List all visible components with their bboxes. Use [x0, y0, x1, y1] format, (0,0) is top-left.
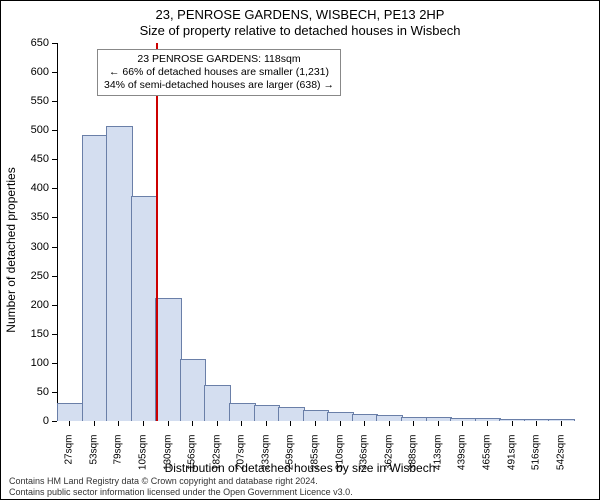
x-tick: [94, 421, 95, 426]
y-tick: [52, 72, 57, 73]
annotation-line3: 34% of semi-detached houses are larger (…: [104, 79, 334, 92]
footer-attribution: Contains HM Land Registry data © Crown c…: [9, 476, 353, 497]
y-axis-label: Number of detached properties: [4, 167, 18, 332]
y-tick-label: 300: [31, 241, 49, 253]
y-tick: [52, 101, 57, 102]
x-tick: [168, 421, 169, 426]
x-tick: [512, 421, 513, 426]
plot-area: 0501001502002503003504004505005506006502…: [57, 43, 573, 421]
annotation-line1: 23 PENROSE GARDENS: 118sqm: [104, 53, 334, 66]
y-tick: [52, 421, 57, 422]
y-axis-line: [57, 43, 58, 421]
y-tick-label: 550: [31, 95, 49, 107]
histogram-bar: [254, 405, 281, 421]
chart-title-1: 23, PENROSE GARDENS, WISBECH, PE13 2HP: [1, 7, 599, 22]
histogram-bar: [352, 414, 379, 421]
x-tick: [266, 421, 267, 426]
histogram-bar: [155, 298, 182, 421]
histogram-bar: [278, 407, 305, 421]
y-tick-label: 600: [31, 66, 49, 78]
marker-line: [156, 43, 158, 421]
histogram-bar: [450, 418, 477, 421]
x-tick: [143, 421, 144, 426]
x-tick: [462, 421, 463, 426]
x-tick: [413, 421, 414, 426]
x-tick: [290, 421, 291, 426]
x-tick: [315, 421, 316, 426]
histogram-bar: [82, 135, 109, 421]
y-tick-label: 0: [43, 415, 49, 427]
y-tick-label: 100: [31, 357, 49, 369]
x-tick: [217, 421, 218, 426]
y-tick: [52, 188, 57, 189]
x-tick: [487, 421, 488, 426]
histogram-bar: [131, 196, 158, 421]
y-tick: [52, 247, 57, 248]
histogram-bar: [376, 415, 403, 421]
histogram-bar: [303, 410, 330, 421]
x-tick: [340, 421, 341, 426]
y-tick: [52, 159, 57, 160]
y-tick: [52, 276, 57, 277]
x-tick: [364, 421, 365, 426]
y-tick: [52, 130, 57, 131]
histogram-bar: [327, 412, 354, 421]
x-tick: [192, 421, 193, 426]
histogram-bar: [401, 417, 428, 421]
histogram-bar: [426, 417, 453, 421]
x-tick: [69, 421, 70, 426]
y-tick-label: 400: [31, 182, 49, 194]
histogram-bar: [499, 419, 526, 421]
x-axis-label: Distribution of detached houses by size …: [1, 461, 599, 475]
chart-title-2: Size of property relative to detached ho…: [1, 23, 599, 38]
y-tick-label: 250: [31, 270, 49, 282]
annotation-box: 23 PENROSE GARDENS: 118sqm← 66% of detac…: [97, 49, 341, 96]
y-tick: [52, 43, 57, 44]
histogram-bar: [229, 403, 256, 421]
histogram-bar: [204, 385, 231, 421]
y-tick-label: 50: [37, 386, 49, 398]
x-tick: [118, 421, 119, 426]
footer-line2: Contains public sector information licen…: [9, 487, 353, 497]
x-tick: [561, 421, 562, 426]
y-tick-label: 500: [31, 124, 49, 136]
y-tick: [52, 217, 57, 218]
y-tick: [52, 334, 57, 335]
y-tick-label: 350: [31, 211, 49, 223]
chart-container: 23, PENROSE GARDENS, WISBECH, PE13 2HP S…: [0, 0, 600, 500]
y-tick-label: 150: [31, 328, 49, 340]
y-tick-label: 650: [31, 37, 49, 49]
histogram-bar: [106, 126, 133, 421]
y-tick: [52, 305, 57, 306]
histogram-bar: [57, 403, 84, 421]
annotation-line2: ← 66% of detached houses are smaller (1,…: [104, 66, 334, 79]
histogram-bar: [180, 359, 207, 421]
y-tick-label: 200: [31, 299, 49, 311]
x-tick: [438, 421, 439, 426]
footer-line1: Contains HM Land Registry data © Crown c…: [9, 476, 353, 486]
x-tick: [241, 421, 242, 426]
y-tick-label: 450: [31, 153, 49, 165]
x-tick: [536, 421, 537, 426]
y-tick: [52, 392, 57, 393]
x-tick: [389, 421, 390, 426]
y-tick: [52, 363, 57, 364]
histogram-bar: [548, 419, 575, 421]
